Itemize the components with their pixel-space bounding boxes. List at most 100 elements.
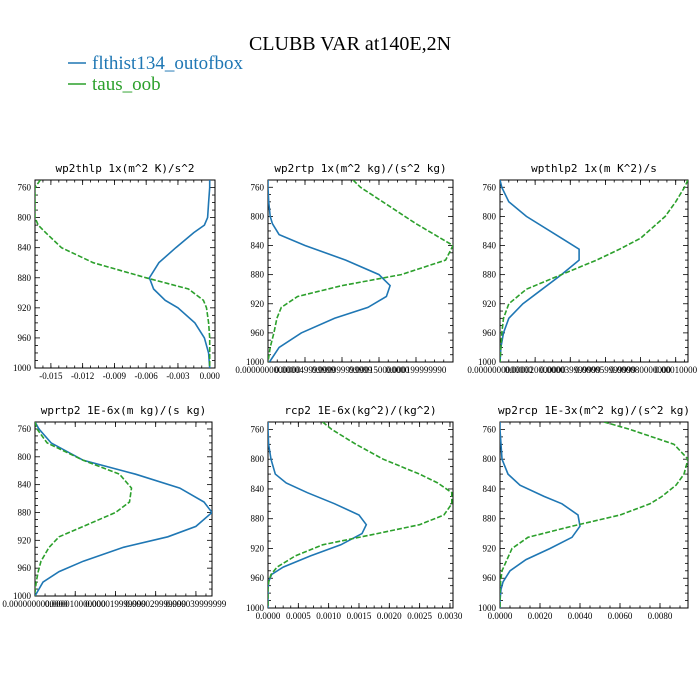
panel-1: wp2thlp 1x(m^2 K)/s^2 760 800 840 880 920 960 1… (13, 162, 220, 381)
y-tick-label: 880 (483, 514, 497, 524)
y-tick-label: 880 (483, 270, 497, 280)
x-tick-label: 0.000020000000 (505, 365, 566, 375)
y-tick-label: 800 (483, 454, 497, 464)
plot-frame (267, 179, 454, 363)
y-tick-label: 960 (251, 573, 265, 583)
x-tick-label: 0.000150000000 (349, 365, 410, 375)
x-tick-label: 0.0020 (528, 611, 553, 621)
x-tick-label: 0.0060 (608, 611, 633, 621)
x-tick-label: 0.000049999999 (275, 365, 336, 375)
y-tick-label: 960 (18, 563, 32, 573)
y-tick-label: 880 (251, 514, 265, 524)
y-tick-label: 960 (483, 573, 497, 583)
panel-title: wprtp2 1E-6x(m kg)/(s kg) (41, 404, 207, 417)
y-tick-label: 800 (483, 211, 497, 221)
y-tick-label: 920 (18, 535, 32, 545)
x-tick-label: 0.000039999999 (540, 365, 601, 375)
x-tick-label: 0.0000000000000 (2, 599, 68, 609)
series-line-flthist134 (35, 422, 212, 596)
plot-frame (267, 421, 454, 609)
y-tick-label: 840 (251, 241, 265, 251)
x-tick-label: 0.0030 (438, 611, 463, 621)
y-tick-label: 760 (251, 424, 265, 434)
y-tick-label: 840 (251, 484, 265, 494)
x-tick-label: 0.000199999990 (386, 365, 447, 375)
y-tick-label: 960 (483, 328, 497, 338)
y-tick-label: 840 (483, 241, 497, 251)
panel-6: wp2rcp 1E-3x(m^2 kg)/(s^2 kg)760 800 840 88… (478, 404, 690, 621)
plot-frame (499, 421, 689, 609)
y-tick-label: 880 (18, 273, 32, 283)
x-tick-label: 0.0040 (568, 611, 593, 621)
x-tick-label: 0.0010 (316, 611, 341, 621)
series-line-taus-oob (268, 422, 453, 608)
series-line-taus-oob (500, 422, 688, 608)
figure-title: CLUBB VAR at140E,2N (249, 33, 451, 55)
x-tick-label: -0.009 (103, 371, 127, 381)
x-tick-label: 0.000039999999 (166, 599, 227, 609)
legend: flthist134_outofbox taus_oob (68, 53, 243, 95)
y-tick-label: 760 (251, 182, 265, 192)
x-tick-label: 0.0000 (256, 611, 281, 621)
x-tick-label: -0.003 (166, 371, 190, 381)
x-tick-label: 0.0000000000000 (467, 365, 533, 375)
x-tick-label: 0.000019999999 (85, 599, 146, 609)
x-tick-label: -0.015 (39, 371, 63, 381)
y-tick-label: 1000 (246, 603, 265, 613)
y-tick-label: 960 (251, 328, 265, 338)
y-tick-label: 880 (18, 507, 32, 517)
y-tick-label: 760 (18, 424, 32, 434)
y-tick-label: 1000 (13, 591, 32, 601)
y-tick-label: 840 (18, 243, 32, 253)
plot-frame (34, 179, 216, 369)
x-tick-label: -0.012 (71, 371, 94, 381)
y-tick-label: 920 (483, 543, 497, 553)
y-tick-label: 1000 (246, 357, 265, 367)
legend-label-flthist134: flthist134_outofbox (92, 53, 243, 74)
x-tick-label: -0.006 (135, 371, 159, 381)
series-line-taus-oob (500, 180, 688, 362)
y-tick-label: 1000 (478, 357, 497, 367)
series-line-flthist134 (268, 422, 368, 608)
x-tick-label: 0.000080000000 (610, 365, 671, 375)
y-tick-label: 760 (483, 182, 497, 192)
x-tick-label: 0.00010000 (654, 365, 697, 375)
x-tick-label: 0.000099999999 (312, 365, 373, 375)
panel-4: wprtp2 1E-6x(m kg)/(s kg) 760 800 840 880 920… (2, 404, 226, 609)
y-tick-label: 920 (18, 303, 32, 313)
y-tick-label: 800 (251, 454, 265, 464)
x-tick-label: 0.0005 (286, 611, 311, 621)
x-tick-label: 0.000059999999 (575, 365, 636, 375)
panel-title: wp2thlp 1x(m^2 K)/s^2 (55, 162, 194, 175)
series-line-flthist134 (148, 180, 211, 368)
x-tick-label: 0.0020 (377, 611, 402, 621)
y-tick-label: 1000 (13, 363, 32, 373)
series-line-taus-oob (35, 180, 211, 368)
panel-3: wpthlp2 1x(m K^2)/s 760 800 840 880 920 960 100… (467, 162, 697, 375)
y-tick-label: 800 (18, 452, 32, 462)
series-line-taus-oob (268, 180, 453, 362)
panel-grid: wp2thlp 1x(m^2 K)/s^2 760 800 840 880 920 960 1… (2, 162, 697, 621)
x-tick-label: 0.000 (200, 371, 221, 381)
panel-2: wp2rtp 1x(m^2 kg)/(s^2 kg) 760 800 840 880 92… (235, 162, 454, 375)
x-tick-label: 0.0000000000000 (235, 365, 301, 375)
y-tick-label: 800 (18, 213, 32, 223)
y-tick-label: 920 (483, 299, 497, 309)
x-tick-label: 0.0080 (648, 611, 673, 621)
y-tick-label: 760 (18, 183, 32, 193)
panel-title: rcp2 1E-6x(kg^2)/(kg^2) (284, 404, 436, 417)
y-tick-label: 760 (483, 424, 497, 434)
y-tick-label: 920 (251, 543, 265, 553)
series-line-flthist134 (500, 180, 580, 362)
series-line-taus-oob (35, 422, 133, 596)
y-tick-label: 960 (18, 333, 32, 343)
x-tick-label: 0.000029999999 (125, 599, 186, 609)
panel-title: wp2rcp 1E-3x(m^2 kg)/(s^2 kg) (498, 404, 690, 417)
x-tick-label: 0.0025 (407, 611, 432, 621)
series-line-flthist134 (268, 180, 392, 362)
y-tick-label: 880 (251, 270, 265, 280)
y-tick-label: 920 (251, 299, 265, 309)
plot-frame (34, 421, 213, 597)
series-line-flthist134 (500, 422, 581, 608)
x-tick-label: 0.0000 (488, 611, 513, 621)
